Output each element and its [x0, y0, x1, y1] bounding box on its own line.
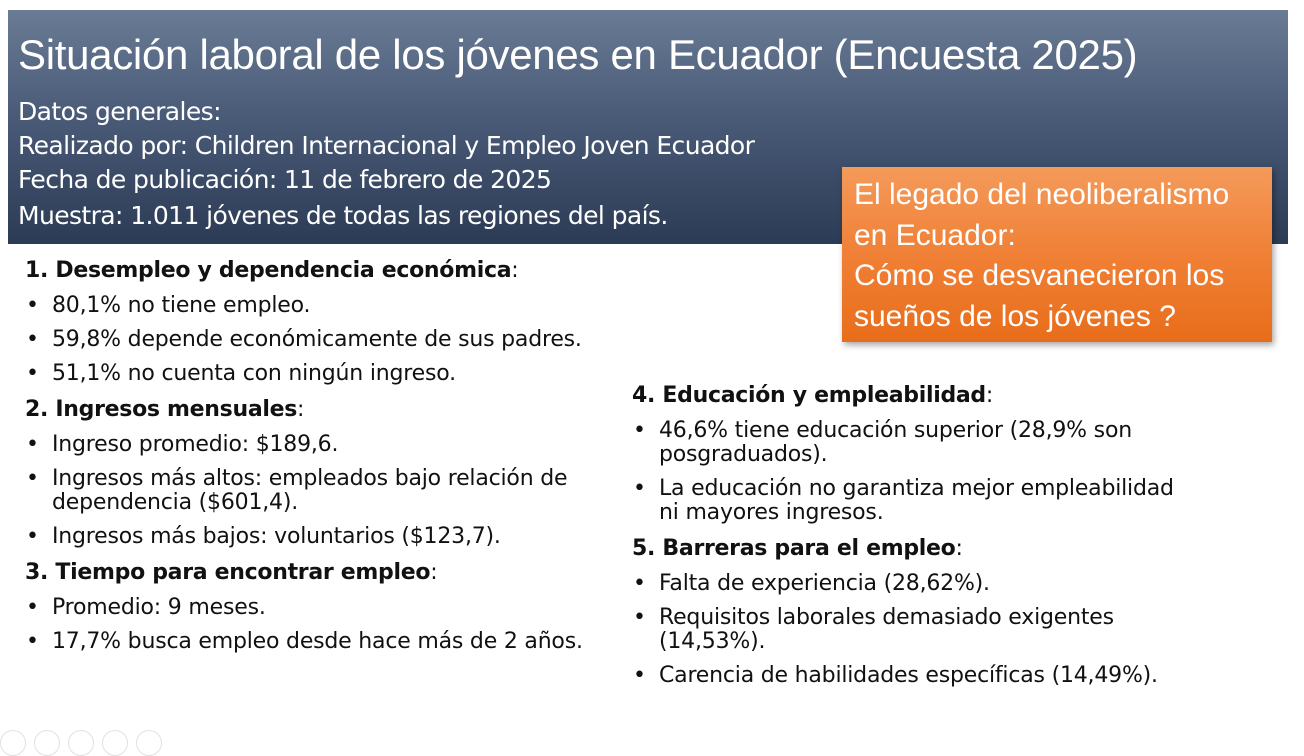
callout-line: El legado del neoliberalismo [854, 178, 1230, 211]
section-title-barriers: 5. Barreras para el empleo: [632, 536, 963, 561]
callout-line: en Ecuador: [854, 218, 1016, 252]
sample-line: Muestra: 1.011 jóvenes de todas las regi… [18, 198, 668, 234]
list-item: La educación no garantiza mejor empleabi… [632, 477, 1187, 525]
education-list: 46,6% tiene educación superior (28,9% so… [632, 419, 1187, 525]
section-title-education: 4. Educación y empleabilidad: [632, 383, 994, 408]
right-column: 4. Educación y empleabilidad: 46,6% tien… [632, 382, 1187, 698]
job-search-list: Promedio: 9 meses. 17,7% busca empleo de… [25, 596, 585, 655]
list-item: 51,1% no cuenta con ningún ingreso. [25, 362, 585, 387]
left-column: 1. Desempleo y dependencia económica: 80… [25, 257, 585, 664]
slideshow-toolbar [0, 730, 190, 756]
pen-icon[interactable] [34, 730, 60, 756]
section-title-income: 2. Ingresos mensuales: [25, 397, 305, 422]
income-list: Ingreso promedio: $189,6. Ingresos más a… [25, 433, 585, 550]
list-item: 46,6% tiene educación superior (28,9% so… [632, 419, 1187, 467]
list-item: 17,7% busca empleo desde hace más de 2 a… [25, 630, 585, 655]
more-options-icon[interactable] [136, 730, 162, 756]
callout-line: sueños de los jóvenes ? [854, 299, 1176, 333]
unemployment-list: 80,1% no tiene empleo. 59,8% depende eco… [25, 294, 585, 387]
title-banner: Situación laboral de los jóvenes en Ecua… [8, 10, 1288, 244]
list-item: Falta de experiencia (28,62%). [632, 572, 1187, 597]
sample-label: Muestra [18, 201, 116, 230]
callout-line: Cómo se desvanecieron los [854, 259, 1225, 292]
section-title-unemployment: 1. Desempleo y dependencia económica: [25, 258, 519, 283]
slide-title: Situación laboral de los jóvenes en Ecua… [18, 31, 1138, 78]
sample-value: : 1.011 jóvenes de todas las regiones de… [115, 201, 668, 230]
date-value: : 11 de febrero de 2025 [268, 165, 552, 194]
barriers-list: Falta de experiencia (28,62%). Requisito… [632, 572, 1187, 689]
previous-slide-icon[interactable] [0, 730, 26, 756]
list-item: Ingresos más altos: empleados bajo relac… [25, 467, 585, 515]
list-item: Requisitos laborales demasiado exigentes… [632, 606, 1187, 654]
callout-box: El legado del neoliberalismo en Ecuador:… [842, 167, 1272, 342]
list-item: Carencia de habilidades específicas (14,… [632, 664, 1187, 689]
list-item: 59,8% depende económicamente de sus padr… [25, 328, 585, 353]
zoom-icon[interactable] [102, 730, 128, 756]
general-data-label: Datos generales: [18, 97, 221, 126]
list-item: Ingresos más bajos: voluntarios ($123,7)… [25, 525, 585, 550]
list-item: Promedio: 9 meses. [25, 596, 585, 621]
author-label: Realizado por [18, 131, 180, 160]
author-value: : Children Internacional y Empleo Joven … [179, 131, 755, 160]
slides-icon[interactable] [68, 730, 94, 756]
list-item: 80,1% no tiene empleo. [25, 294, 585, 319]
list-item: Ingreso promedio: $189,6. [25, 433, 585, 458]
date-line: Fecha de publicación: 11 de febrero de 2… [18, 162, 552, 198]
author-line: Realizado por: Children Internacional y … [18, 128, 755, 164]
section-title-job-search-time: 3. Tiempo para encontrar empleo: [25, 560, 438, 585]
date-label: Fecha de publicación [18, 165, 269, 194]
